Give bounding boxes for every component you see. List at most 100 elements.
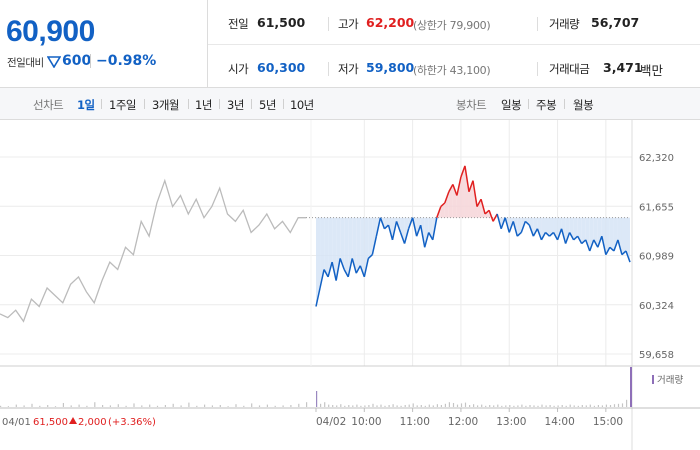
area-segment	[372, 217, 377, 255]
area-segment	[545, 217, 550, 237]
volume-bar	[188, 402, 190, 407]
tab-1w[interactable]: 1주일	[109, 98, 136, 112]
area-segment	[569, 217, 574, 240]
prev-day-date: 04/01	[2, 417, 31, 428]
upper-limit: (상한가 79,900)	[413, 19, 491, 32]
volume-bar	[553, 405, 555, 407]
today-segment	[460, 165, 466, 178]
area-segment	[517, 217, 522, 237]
tab-10y[interactable]: 10년	[290, 98, 314, 112]
volume-legend-label: 거래량	[657, 374, 683, 386]
prev-close-label: 전일	[228, 17, 249, 31]
today-segment	[339, 258, 345, 270]
volume-bar	[537, 405, 539, 407]
price-chart: 62,320 61,655 60,989 60,324 59,658 04/02 10:0…	[0, 120, 700, 450]
area-segment	[448, 184, 453, 218]
current-price-box: 60,900 전일대비 600 −0.98%	[0, 0, 208, 88]
volume-bar	[39, 405, 41, 407]
down-triangle-icon	[47, 56, 61, 68]
line-chart-label: 선차트	[33, 98, 64, 112]
today-segment	[464, 165, 470, 192]
area-segment	[344, 217, 349, 277]
x-tick-label: 04/02	[316, 416, 346, 428]
trade-amount-label: 거래대금	[549, 62, 590, 76]
area-segment	[316, 217, 321, 307]
area-segment	[601, 217, 606, 255]
volume-bar	[282, 405, 284, 407]
volume-bar	[15, 404, 17, 407]
today-segment	[528, 224, 535, 237]
volume-bar	[412, 403, 414, 407]
area-segment	[456, 176, 461, 218]
x-tick-label: 12:00	[448, 416, 478, 428]
volume-bar	[613, 404, 616, 407]
today-segment	[613, 239, 619, 252]
divider	[537, 62, 538, 76]
volume-bar	[380, 404, 382, 407]
volume-bar	[617, 403, 620, 407]
today-segment	[601, 236, 607, 255]
today-segment	[395, 221, 402, 233]
today-segment	[581, 239, 587, 245]
volume-bar	[125, 405, 127, 407]
area-segment	[605, 217, 610, 255]
today-price-line	[315, 165, 631, 307]
volume-bar	[557, 405, 559, 407]
volume-bar	[549, 405, 551, 407]
volume-bar	[541, 404, 543, 407]
tab-3y[interactable]: 3년	[227, 98, 244, 112]
volume-bar	[424, 405, 426, 407]
volume-bar	[372, 403, 374, 407]
tab-weekly-candle[interactable]: 주봉	[536, 98, 557, 112]
volume-bar	[266, 404, 268, 407]
today-segment	[331, 261, 337, 281]
volume-bar	[396, 405, 398, 407]
today-segment	[504, 217, 510, 233]
today-segment	[383, 224, 389, 230]
today-segment	[476, 198, 482, 207]
volume-bar	[589, 404, 591, 407]
area-segment	[573, 217, 578, 240]
volume-bar	[569, 404, 571, 407]
volume-bar	[626, 399, 628, 407]
current-price: 60,900	[6, 15, 95, 48]
area-segment	[320, 217, 325, 288]
today-segment	[532, 228, 539, 237]
area-segment	[549, 217, 554, 237]
prev-day-price-line	[0, 178, 306, 323]
volume-bar	[464, 402, 467, 407]
volume-bar	[392, 404, 394, 407]
volume-bar	[573, 405, 575, 407]
change-percent: −0.98%	[96, 53, 157, 69]
prev-close-value: 61,500	[257, 15, 306, 30]
x-tick-label: 10:00	[351, 416, 381, 428]
volume-bar	[360, 405, 362, 407]
volume-bar	[94, 402, 96, 407]
trade-amount-unit: 백만	[640, 63, 664, 78]
today-segment	[564, 232, 571, 244]
volume-bar	[581, 405, 583, 407]
volume-bar	[533, 405, 535, 407]
divider	[188, 99, 189, 109]
volume-bar	[609, 405, 612, 407]
volume-bar	[489, 405, 491, 407]
today-segment	[496, 213, 502, 229]
today-segment	[415, 224, 422, 237]
tab-3m[interactable]: 3개월	[152, 98, 179, 112]
volume-bar	[102, 405, 104, 407]
volume-bar	[328, 404, 330, 407]
tab-daily-candle[interactable]: 일봉	[501, 98, 522, 112]
volume-bar	[432, 405, 434, 407]
area-segment	[533, 217, 538, 237]
divider	[90, 54, 91, 68]
today-segment	[399, 232, 406, 244]
high-label: 고가	[338, 17, 359, 31]
chart-grid	[0, 120, 700, 450]
tab-1y[interactable]: 1년	[195, 98, 212, 112]
tab-monthly-candle[interactable]: 월봉	[573, 98, 594, 112]
divider	[537, 17, 538, 31]
tab-1d[interactable]: 1일	[77, 98, 95, 112]
candle-chart-label: 봉차트	[456, 98, 487, 112]
today-segment	[315, 287, 321, 307]
tab-5y[interactable]: 5년	[259, 98, 276, 112]
